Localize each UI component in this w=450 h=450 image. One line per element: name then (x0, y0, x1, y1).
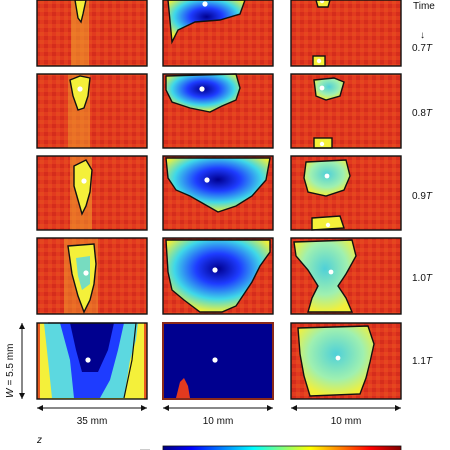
panel-row-0.7-col-2 (162, 0, 274, 67)
time-arrow: ↓ (420, 30, 425, 41)
marker (77, 86, 83, 92)
marker (83, 270, 89, 276)
panel-row-0.7-col-3 (290, 0, 402, 67)
panel-row-0.9-col-2 (162, 155, 274, 231)
row-label-1.0: 1.0T (412, 273, 433, 284)
colorbar-axis-symbol: z (36, 435, 42, 446)
width-dimension-col-2: 10 mm (163, 405, 273, 427)
panel-row-0.8-col-2 (162, 73, 274, 149)
panel-row-0.9-col-1 (36, 155, 148, 231)
panel-row-1.0-col-3 (290, 237, 402, 315)
marker (85, 357, 91, 363)
panel-row-0.8-col-3 (290, 73, 402, 149)
width-dimension-col-3: 10 mm (291, 405, 401, 427)
width-label-col-3: 10 mm (331, 416, 362, 427)
panel-row-0.9-col-3 (290, 155, 402, 231)
panel-row-0.8-col-1 (36, 73, 148, 149)
marker (202, 1, 208, 7)
colorbar (162, 445, 402, 450)
marker (204, 177, 210, 183)
panel-row-1.1-col-3 (290, 322, 402, 400)
height-dimension: W= 5.5 mm (5, 323, 25, 399)
width-label-col-1: 35 mm (77, 416, 108, 427)
row-label-0.7: 0.7T (412, 43, 433, 54)
row-label-1.1: 1.1T (412, 356, 433, 367)
marker (81, 178, 87, 184)
time-label: Time (413, 1, 435, 12)
panel-row-0.7-col-1 (36, 0, 148, 67)
panel-row-1.1-col-2 (162, 322, 274, 400)
marker (199, 86, 205, 92)
marker (212, 357, 218, 363)
row-label-0.8: 0.8T (412, 108, 433, 119)
panel-row-1.1-col-1 (36, 322, 148, 400)
panel-row-1.0-col-2 (162, 237, 274, 315)
width-label-col-2: 10 mm (203, 416, 234, 427)
marker (212, 267, 218, 273)
width-dimension-col-1: 35 mm (37, 405, 147, 427)
panel-row-1.0-col-1 (36, 237, 148, 315)
row-label-0.9: 0.9T (412, 191, 433, 202)
height-label: W= 5.5 mm (5, 344, 16, 398)
